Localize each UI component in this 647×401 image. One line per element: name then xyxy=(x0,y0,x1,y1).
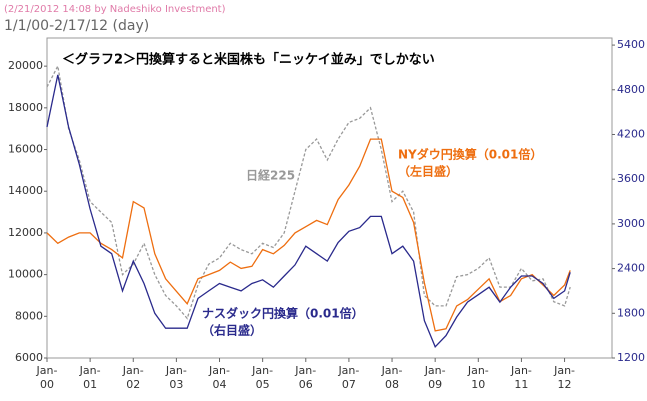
stamp: (2/21/2012 14:08 by Nadeshiko Investment… xyxy=(4,4,226,15)
annotation: （左目盛） xyxy=(398,164,458,179)
x-tick-label: Jan-09 xyxy=(424,364,446,391)
x-tick-label-part: Jan- xyxy=(208,364,230,377)
x-tick-label-part: Jan- xyxy=(553,364,575,377)
x-tick-label: Jan-11 xyxy=(510,364,532,391)
y-tick-label: 6000 xyxy=(15,351,43,364)
x-tick-label: Jan-05 xyxy=(251,364,273,391)
y2-tick-label: 2400 xyxy=(617,262,645,275)
y2-tick-label: 4800 xyxy=(617,83,645,96)
x-tick-label-part: 06 xyxy=(299,378,313,391)
annotation: （右目盛） xyxy=(202,323,262,338)
chart-title: ＜グラフ2＞円換算すると米国株も「ニッケイ並み」でしかない xyxy=(62,52,435,68)
y-tick-label: 16000 xyxy=(8,143,43,156)
y-tick-label: 18000 xyxy=(8,101,43,114)
series-line xyxy=(46,138,571,332)
x-tick-label: Jan-00 xyxy=(36,364,58,391)
x-tick-label-part: 01 xyxy=(83,378,97,391)
x-tick-label-part: 10 xyxy=(471,378,485,391)
x-tick-label: Jan-02 xyxy=(122,364,144,391)
y2-tick-label: 3000 xyxy=(617,217,645,230)
y-tick-label: 8000 xyxy=(15,309,43,322)
series-line xyxy=(46,64,571,320)
x-tick-label: Jan-08 xyxy=(381,364,403,391)
x-tick-label-part: 08 xyxy=(385,378,399,391)
x-tick-label-part: 05 xyxy=(256,378,270,391)
annotation: NYダウ円換算（0.01倍） xyxy=(398,147,542,162)
x-tick-label-part: Jan- xyxy=(467,364,489,377)
annotation: ナスダック円換算（0.01倍） xyxy=(202,306,364,321)
x-tick-label: Jan-12 xyxy=(553,364,575,391)
x-tick-label: Jan-04 xyxy=(208,364,230,391)
annotation: 日経225 xyxy=(246,168,295,183)
y-tick-label: 14000 xyxy=(8,184,43,197)
y2-tick-label: 5400 xyxy=(617,38,645,51)
x-tick-label-part: Jan- xyxy=(381,364,403,377)
date-range: 1/1/00-2/17/12 (day) xyxy=(4,18,149,34)
x-tick-label-part: 03 xyxy=(169,378,183,391)
y2-tick-label: 1200 xyxy=(617,351,645,364)
x-tick-label-part: Jan- xyxy=(294,364,316,377)
x-tick-label: Jan-01 xyxy=(79,364,101,391)
y-tick-label: 20000 xyxy=(8,59,43,72)
x-tick-label-part: 00 xyxy=(40,378,54,391)
x-tick-label-part: Jan- xyxy=(510,364,532,377)
y2-tick-label: 1800 xyxy=(617,306,645,319)
x-tick-label-part: Jan- xyxy=(337,364,359,377)
x-tick-label-part: 12 xyxy=(558,378,572,391)
y-tick-label: 12000 xyxy=(8,226,43,239)
x-tick-label-part: 11 xyxy=(514,378,528,391)
x-tick-label-part: Jan- xyxy=(424,364,446,377)
x-tick-label-part: 09 xyxy=(428,378,442,391)
x-tick-label: Jan-07 xyxy=(337,364,359,391)
y-tick-label: 10000 xyxy=(8,268,43,281)
plot-area xyxy=(46,37,613,359)
x-tick-label: Jan-10 xyxy=(467,364,489,391)
x-tick-label-part: Jan- xyxy=(36,364,58,377)
x-tick-label-part: 04 xyxy=(213,378,227,391)
x-tick-label-part: 02 xyxy=(126,378,140,391)
series-line xyxy=(46,74,571,348)
x-tick-label-part: Jan- xyxy=(251,364,273,377)
y2-tick-label: 4200 xyxy=(617,127,645,140)
x-tick-label-part: Jan- xyxy=(122,364,144,377)
x-tick-label: Jan-06 xyxy=(294,364,316,391)
x-tick-label: Jan-03 xyxy=(165,364,187,391)
x-tick-label-part: 07 xyxy=(342,378,356,391)
x-tick-label-part: Jan- xyxy=(165,364,187,377)
x-tick-label-part: Jan- xyxy=(79,364,101,377)
y2-tick-label: 3600 xyxy=(617,172,645,185)
